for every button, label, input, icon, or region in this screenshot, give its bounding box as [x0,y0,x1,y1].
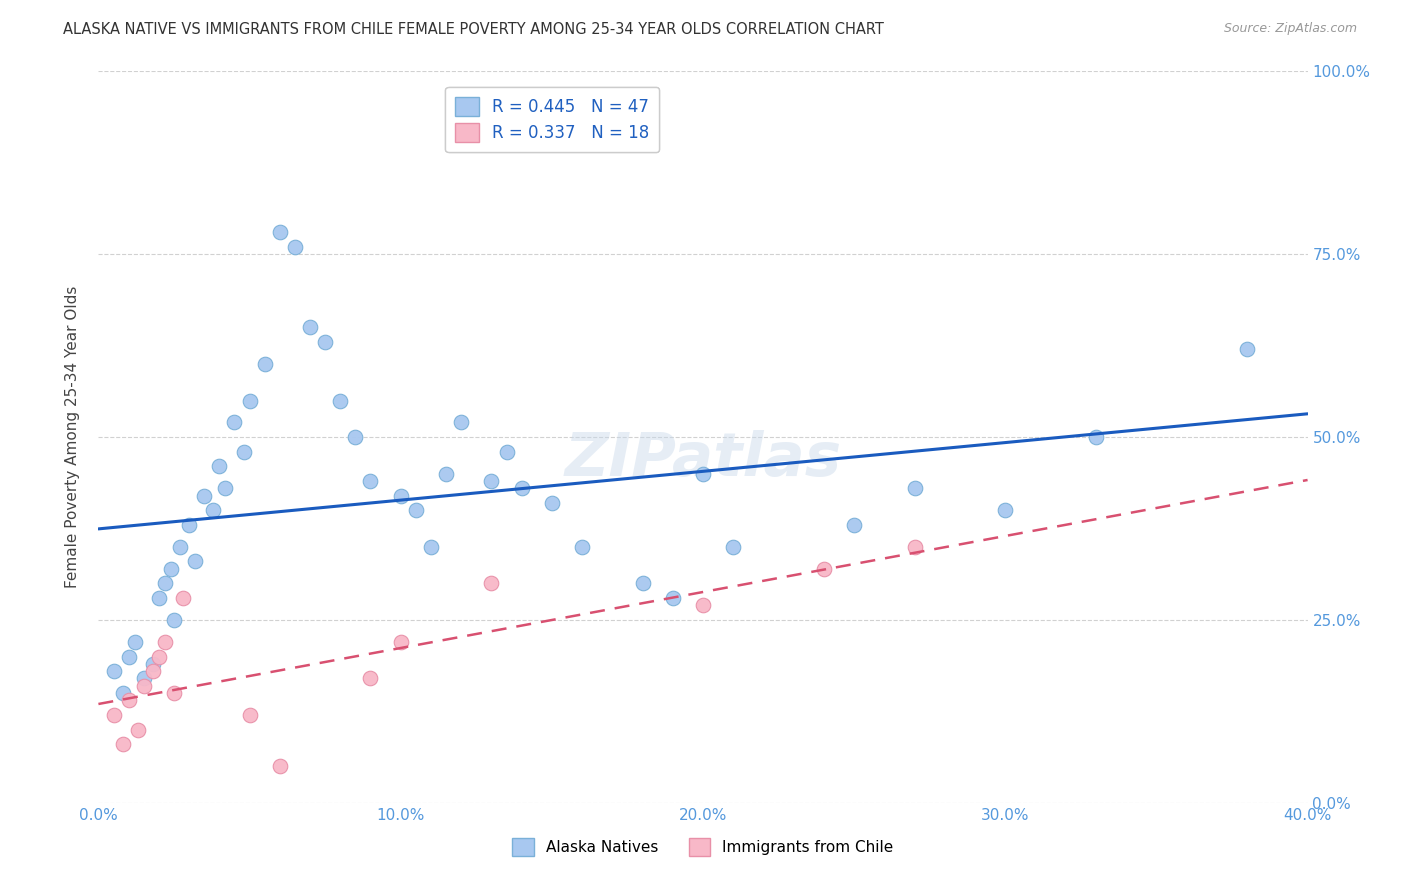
Point [450,416,472,430]
Point [269,225,291,239]
Point [269,759,291,773]
Point [148,591,170,605]
Point [1236,343,1258,357]
Point [692,467,714,481]
Legend: Alaska Natives, Immigrants from Chile: Alaska Natives, Immigrants from Chile [506,832,900,862]
Point [314,334,336,349]
Point [214,481,236,495]
Point [239,708,262,723]
Point [111,686,134,700]
Point [389,489,412,503]
Point [153,635,176,649]
Point [994,503,1017,517]
Point [239,393,262,408]
Point [434,467,457,481]
Point [172,591,194,605]
Point [571,540,593,554]
Point [481,474,503,488]
Point [148,649,170,664]
Point [420,540,443,554]
Point [232,444,254,458]
Point [813,562,835,576]
Point [124,635,146,649]
Text: Source: ZipAtlas.com: Source: ZipAtlas.com [1223,22,1357,36]
Point [510,481,533,495]
Point [163,613,186,627]
Point [142,664,165,678]
Text: ZIPatlas: ZIPatlas [564,430,842,489]
Point [692,599,714,613]
Point [904,540,927,554]
Point [163,686,186,700]
Point [360,672,382,686]
Point [208,459,231,474]
Point [132,672,155,686]
Point [142,657,165,671]
Point [344,430,367,444]
Point [202,503,225,517]
Point [284,240,307,254]
Point [103,708,125,723]
Point [661,591,683,605]
Point [904,481,927,495]
Legend: R = 0.445   N = 47, R = 0.337   N = 18: R = 0.445 N = 47, R = 0.337 N = 18 [446,87,659,153]
Point [160,562,183,576]
Point [111,737,134,751]
Point [127,723,149,737]
Point [360,474,382,488]
Point [224,416,246,430]
Point [299,320,322,334]
Point [132,679,155,693]
Point [631,576,654,591]
Point [481,576,503,591]
Point [179,517,201,532]
Point [193,489,215,503]
Point [389,635,412,649]
Text: ALASKA NATIVE VS IMMIGRANTS FROM CHILE FEMALE POVERTY AMONG 25-34 YEAR OLDS CORR: ALASKA NATIVE VS IMMIGRANTS FROM CHILE F… [63,22,884,37]
Point [723,540,745,554]
Point [405,503,427,517]
Point [1085,430,1108,444]
Point [118,649,141,664]
Point [844,517,866,532]
Point [118,693,141,707]
Point [184,554,207,568]
Point [253,357,276,371]
Point [103,664,125,678]
Point [169,540,191,554]
Point [329,393,352,408]
Point [153,576,176,591]
Point [495,444,517,458]
Point [540,496,562,510]
Y-axis label: Female Poverty Among 25-34 Year Olds: Female Poverty Among 25-34 Year Olds [65,286,80,588]
